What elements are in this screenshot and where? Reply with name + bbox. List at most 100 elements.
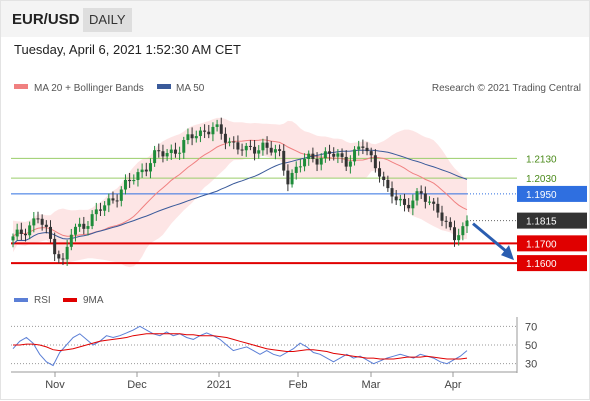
rsi-tick-label: 70	[525, 321, 537, 333]
candle	[198, 126, 202, 143]
price-label: 1.2030	[526, 174, 557, 185]
candle	[323, 147, 327, 163]
price-label: 1.1950	[526, 190, 557, 201]
candle	[357, 140, 361, 156]
candle	[290, 169, 294, 188]
candle	[19, 222, 23, 241]
rsi-tick-label: 30	[525, 359, 537, 371]
candle	[298, 159, 302, 173]
candle	[319, 153, 323, 171]
candle	[190, 127, 194, 146]
candle	[86, 220, 90, 236]
candle	[307, 150, 311, 166]
candle	[123, 174, 127, 195]
candle	[153, 145, 157, 167]
candle	[365, 142, 369, 156]
candle	[219, 117, 223, 140]
candle	[340, 148, 344, 163]
candle	[98, 202, 102, 217]
ma50-legend-swatch	[157, 84, 171, 89]
candle	[15, 223, 19, 241]
candle	[398, 194, 402, 207]
credit-label: Research © 2021 Trading Central	[432, 83, 581, 94]
candle	[282, 144, 286, 176]
candle	[465, 215, 469, 233]
candle	[453, 220, 457, 247]
candle	[11, 233, 15, 248]
candle	[428, 196, 432, 206]
candle	[103, 201, 107, 216]
x-tick-label: Nov	[45, 379, 65, 391]
candle	[182, 136, 186, 159]
bollinger-band	[13, 117, 467, 268]
x-tick-label: Mar	[362, 379, 381, 391]
candle	[228, 137, 232, 147]
candle	[223, 127, 227, 150]
price-labels: 1.2130 1.2030 1.1950 1.1815 1.1700 1.1600	[517, 154, 587, 272]
candle	[232, 136, 236, 150]
candle	[253, 139, 257, 161]
rsi-grid	[11, 325, 517, 365]
candle	[248, 139, 252, 151]
rsi-legend-swatch	[14, 298, 28, 302]
candle	[457, 228, 461, 246]
candle	[132, 174, 136, 185]
candle	[73, 223, 77, 242]
price-label: 1.1600	[526, 259, 557, 270]
rsi-tick-label: 50	[525, 340, 537, 352]
candle	[61, 253, 65, 266]
candle	[361, 139, 365, 155]
candle	[36, 211, 40, 224]
price-label: 1.2130	[526, 154, 557, 165]
pair-title: EUR/USD	[12, 11, 80, 28]
candles	[11, 117, 469, 266]
candle	[57, 250, 61, 264]
candle	[211, 122, 215, 142]
candle	[240, 143, 244, 156]
rsi-ma-legend-swatch	[63, 298, 77, 302]
period-badge[interactable]: DAILY	[83, 8, 132, 32]
candle	[432, 197, 436, 211]
candle	[415, 188, 419, 206]
candle	[203, 124, 207, 139]
candle	[344, 150, 348, 172]
candle	[261, 138, 265, 156]
candle	[244, 142, 248, 157]
candle	[32, 211, 36, 233]
candle	[269, 141, 273, 156]
price-label: 1.1815	[526, 217, 557, 228]
candle	[303, 153, 307, 172]
ma20-legend-label: MA 20 + Bollinger Bands	[34, 83, 144, 94]
candle	[48, 220, 52, 243]
header-bar: EUR/USD DAILY	[1, 1, 589, 37]
candle	[128, 173, 132, 188]
candle	[23, 228, 27, 242]
rsi-ma-line	[13, 333, 468, 360]
candle	[111, 191, 115, 204]
x-tick-label: Feb	[289, 379, 308, 391]
candle	[28, 221, 32, 240]
x-tick-label: 2021	[207, 379, 231, 391]
candle	[119, 186, 123, 207]
timestamp: Tuesday, April 6, 2021 1:52:30 AM CET	[14, 42, 241, 57]
candle	[148, 158, 152, 179]
candle	[169, 144, 173, 160]
candle	[94, 202, 98, 221]
candle	[115, 194, 119, 208]
candle	[448, 217, 452, 231]
candle	[215, 119, 219, 132]
candle	[90, 210, 94, 230]
candle	[353, 146, 357, 166]
candle	[82, 216, 86, 235]
candle	[378, 161, 382, 183]
ma50-legend-label: MA 50	[176, 83, 205, 94]
candle	[403, 193, 407, 212]
candle	[373, 149, 377, 173]
rsi-legend-label: RSI	[34, 295, 51, 306]
candle	[411, 194, 415, 216]
candle	[423, 186, 427, 209]
candle	[236, 135, 240, 155]
candle	[436, 197, 440, 218]
candle	[65, 239, 69, 266]
